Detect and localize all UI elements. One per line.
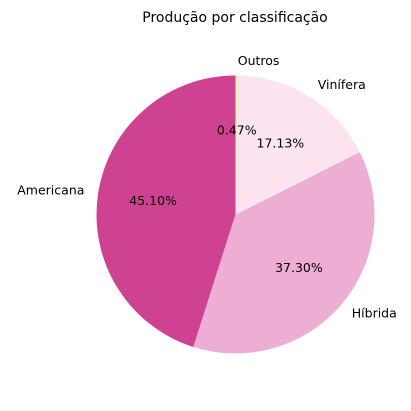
slice-label: Vinífera [318,77,366,92]
slice-label: Americana [17,183,84,198]
pie-slice-outros [235,75,240,215]
pie-slice-americana [96,75,236,347]
slice-percent-label: 37.30% [275,260,323,275]
slice-percent-label: 0.47% [217,123,257,138]
slice-label: Híbrida [352,305,397,320]
chart-title: Produção por classificação [142,10,328,26]
pie-slices [96,75,375,354]
slice-percent-label: 17.13% [257,136,305,151]
slice-label: Outros [238,53,280,68]
pie-slice-hibrida [193,152,375,354]
pie-slice-vinifera [235,75,360,215]
pie-labels: Americana 45.10% Híbrida 37.30% Vinífera 17.1… [17,53,397,320]
slice-percent-label: 45.10% [129,193,177,208]
